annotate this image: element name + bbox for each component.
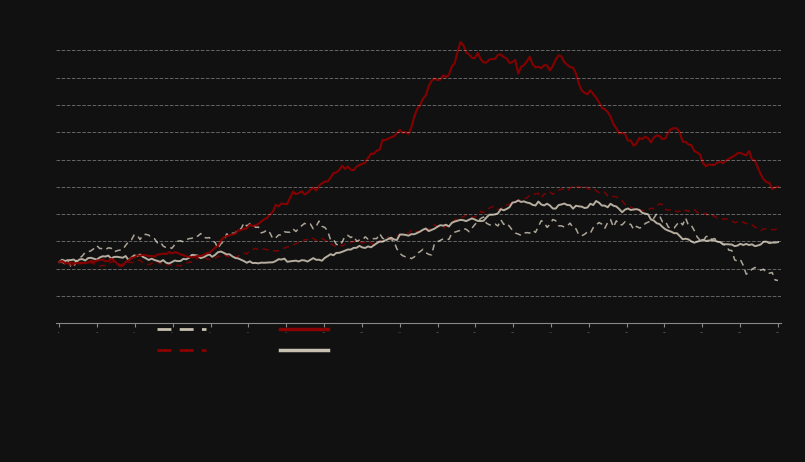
Legend: , , , : , , , (158, 323, 332, 359)
